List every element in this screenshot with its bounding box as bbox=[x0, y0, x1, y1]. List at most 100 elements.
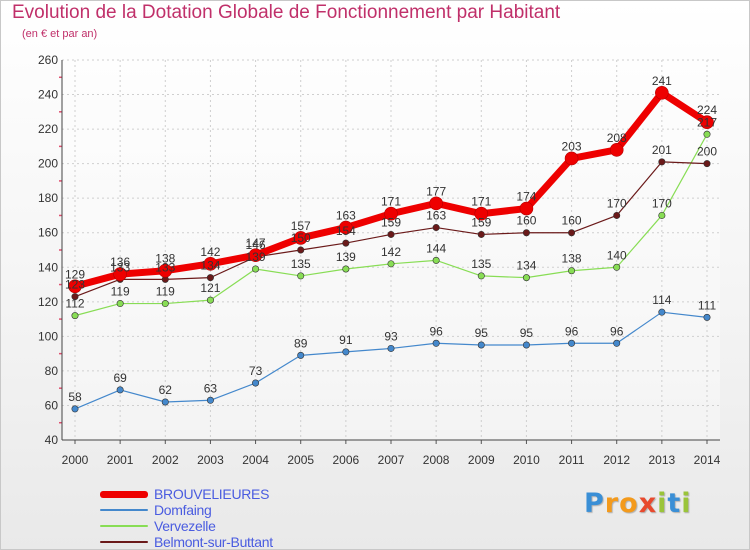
data-label: 96 bbox=[610, 324, 624, 338]
data-label: 135 bbox=[291, 257, 311, 271]
y-tick-label: 120 bbox=[38, 295, 58, 309]
data-point bbox=[293, 231, 308, 245]
legend-label: Belmont-sur-Buttant bbox=[154, 534, 273, 550]
data-point bbox=[613, 211, 621, 219]
data-point bbox=[158, 263, 173, 278]
data-label: 139 bbox=[336, 250, 356, 264]
data-point bbox=[477, 341, 485, 349]
data-point bbox=[113, 267, 127, 281]
y-tick-label: 160 bbox=[38, 226, 58, 240]
legend-entry: Vervezelle bbox=[100, 518, 216, 534]
data-label: 200 bbox=[697, 145, 717, 159]
data-point bbox=[342, 348, 350, 356]
data-point bbox=[116, 386, 124, 394]
data-point bbox=[252, 379, 260, 387]
legend-entry: Belmont-sur-Buttant bbox=[100, 534, 273, 550]
data-point bbox=[206, 274, 214, 282]
data-label: 160 bbox=[516, 214, 536, 228]
data-point bbox=[703, 130, 711, 138]
data-label: 163 bbox=[426, 209, 446, 223]
data-point bbox=[384, 206, 398, 221]
data-label: 241 bbox=[652, 74, 672, 88]
x-tick-label: 2006 bbox=[333, 453, 360, 467]
data-label: 138 bbox=[155, 252, 175, 266]
y-tick-label: 60 bbox=[45, 398, 59, 412]
data-point bbox=[522, 229, 530, 237]
x-tick-label: 2011 bbox=[559, 453, 585, 467]
logo-letter: t bbox=[667, 488, 682, 519]
data-label: 203 bbox=[562, 139, 582, 153]
data-point bbox=[432, 339, 440, 347]
data-point bbox=[613, 263, 621, 271]
data-point bbox=[297, 246, 305, 254]
legend-entry: BROUVELIEURES bbox=[100, 486, 269, 502]
logo-letter: P bbox=[584, 488, 605, 519]
data-point bbox=[387, 230, 395, 238]
data-label: 95 bbox=[475, 326, 489, 340]
data-point bbox=[161, 398, 169, 406]
legend-swatch bbox=[100, 509, 148, 511]
data-label: 91 bbox=[339, 333, 353, 347]
data-point bbox=[609, 143, 624, 157]
y-tick-label: 140 bbox=[38, 260, 58, 274]
data-label: 134 bbox=[516, 259, 536, 273]
data-label: 217 bbox=[697, 115, 717, 129]
logo-letter: x bbox=[638, 488, 658, 519]
x-tick-label: 2013 bbox=[649, 453, 676, 467]
data-label: 142 bbox=[200, 245, 220, 259]
x-tick-label: 2010 bbox=[513, 453, 540, 467]
data-label: 95 bbox=[520, 326, 534, 340]
data-label: 58 bbox=[68, 390, 82, 404]
logo-letter: i bbox=[657, 488, 668, 519]
x-tick-label: 2002 bbox=[152, 453, 179, 467]
data-point bbox=[703, 313, 711, 321]
data-point bbox=[342, 239, 350, 247]
data-point bbox=[71, 312, 79, 320]
data-label: 159 bbox=[381, 215, 401, 229]
data-label: 224 bbox=[697, 103, 717, 117]
data-label: 138 bbox=[562, 252, 582, 266]
proxiti-logo: Proxiti bbox=[584, 488, 692, 519]
data-point bbox=[700, 115, 714, 129]
data-point bbox=[522, 341, 530, 349]
data-label: 111 bbox=[698, 298, 717, 312]
y-tick-label: 40 bbox=[45, 433, 59, 447]
x-tick-label: 2014 bbox=[694, 453, 721, 467]
data-point bbox=[297, 272, 305, 280]
data-label: 96 bbox=[565, 324, 579, 338]
data-label: 69 bbox=[113, 371, 127, 385]
data-point bbox=[161, 300, 169, 308]
data-point bbox=[477, 272, 485, 280]
data-label: 123 bbox=[65, 278, 85, 292]
data-label: 119 bbox=[156, 285, 175, 299]
data-label: 121 bbox=[200, 281, 220, 295]
data-point bbox=[432, 256, 440, 264]
x-tick-label: 2001 bbox=[107, 453, 134, 467]
data-point bbox=[387, 344, 395, 352]
data-label: 154 bbox=[336, 224, 356, 238]
chart-title: Evolution de la Dotation Globale de Fonc… bbox=[12, 2, 561, 23]
data-label: 112 bbox=[65, 297, 84, 311]
data-label: 170 bbox=[607, 196, 627, 210]
data-point bbox=[432, 224, 440, 232]
data-point bbox=[206, 396, 214, 404]
data-point bbox=[206, 296, 214, 304]
data-label: 171 bbox=[471, 195, 491, 209]
y-tick-label: 100 bbox=[38, 329, 58, 343]
data-label: 147 bbox=[246, 236, 266, 250]
data-label: 150 bbox=[291, 231, 311, 245]
data-point bbox=[339, 220, 353, 235]
data-point bbox=[519, 201, 534, 216]
data-point bbox=[564, 151, 579, 166]
data-label: 136 bbox=[110, 255, 130, 269]
data-label: 146 bbox=[246, 238, 266, 252]
data-point bbox=[477, 230, 485, 238]
legend-swatch bbox=[100, 541, 148, 543]
y-tick-label: 240 bbox=[38, 88, 58, 102]
data-label: 133 bbox=[155, 260, 175, 274]
data-label: 129 bbox=[65, 267, 85, 281]
data-point bbox=[68, 279, 82, 294]
x-tick-label: 2009 bbox=[468, 453, 495, 467]
data-label: 160 bbox=[562, 214, 582, 228]
